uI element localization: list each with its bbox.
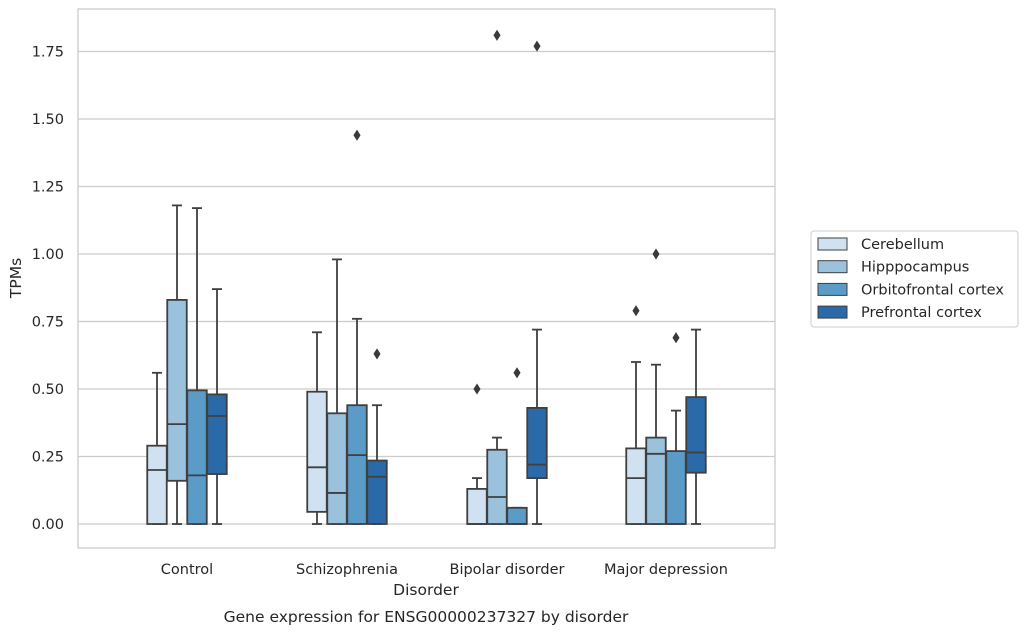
legend-frame bbox=[810, 230, 1019, 328]
box-2-3 bbox=[526, 40, 548, 525]
box-body bbox=[526, 406, 548, 479]
x-tick-label: Control bbox=[161, 562, 213, 578]
y-tick-label: 1.00 bbox=[32, 247, 64, 263]
box-3-1 bbox=[645, 248, 667, 525]
outlier-point bbox=[652, 248, 660, 260]
box-3-3 bbox=[685, 328, 707, 525]
box-3-0 bbox=[625, 305, 647, 525]
legend-label: Orbitofrontal cortex bbox=[861, 282, 1004, 298]
y-tick-label: 0.75 bbox=[32, 315, 64, 331]
box-body bbox=[206, 393, 228, 475]
legend-swatch bbox=[817, 305, 848, 319]
box-groups bbox=[146, 29, 707, 525]
box-1-1 bbox=[326, 258, 348, 525]
box-body bbox=[506, 506, 528, 525]
x-tick-label: Bipolar disorder bbox=[450, 562, 565, 578]
y-tick-label: 0.00 bbox=[32, 517, 64, 533]
box-3-2 bbox=[665, 332, 687, 525]
y-axis-title: TPMs bbox=[7, 258, 25, 299]
legend: Cerebellum Hipppocampus Orbitofrontal cort… bbox=[810, 230, 1019, 328]
box-body bbox=[625, 447, 647, 525]
x-tick-labels: Control Schizophrenia Bipolar disorder Majo… bbox=[161, 562, 728, 578]
legend-label: Cerebellum bbox=[861, 237, 944, 253]
legend-swatch bbox=[817, 260, 848, 274]
y-tick-label: 1.25 bbox=[32, 180, 64, 196]
box-0-0 bbox=[146, 371, 168, 525]
y-tick-label: 1.75 bbox=[32, 45, 64, 61]
box-0-2 bbox=[186, 207, 208, 525]
box-2-2 bbox=[506, 367, 528, 525]
box-body bbox=[306, 390, 328, 513]
box-body bbox=[366, 459, 388, 525]
y-tick-label: 0.50 bbox=[32, 382, 64, 398]
box-body bbox=[326, 412, 348, 525]
box-0-3 bbox=[206, 288, 228, 525]
box-body bbox=[486, 448, 508, 525]
box-body bbox=[645, 436, 667, 525]
outlier-point bbox=[493, 29, 501, 41]
figure-caption: Gene expression for ENSG00000237327 by d… bbox=[224, 608, 629, 626]
y-tick-labels: 0.00 0.25 0.50 0.75 1.00 1.25 1.50 1.75 bbox=[32, 45, 64, 534]
outlier-point bbox=[513, 367, 521, 379]
plot-frame bbox=[77, 8, 776, 549]
outlier-point bbox=[533, 40, 541, 52]
box-0-1 bbox=[166, 204, 188, 525]
box-1-2 bbox=[346, 129, 368, 525]
outlier-point bbox=[632, 305, 640, 317]
box-1-3 bbox=[366, 348, 388, 525]
box-1-0 bbox=[306, 331, 328, 525]
legend-swatch bbox=[817, 237, 848, 251]
box-body bbox=[346, 404, 368, 525]
x-tick-label: Major depression bbox=[604, 562, 728, 578]
outlier-point bbox=[373, 348, 381, 360]
box-2-0 bbox=[466, 383, 488, 525]
y-tick-label: 0.25 bbox=[32, 450, 64, 466]
box-body bbox=[166, 298, 188, 482]
box-body bbox=[146, 444, 168, 525]
box-body bbox=[685, 396, 707, 474]
outlier-point bbox=[672, 332, 680, 344]
x-axis-title: Disorder bbox=[393, 581, 459, 599]
outlier-point bbox=[353, 129, 361, 141]
legend-swatch bbox=[817, 282, 848, 296]
x-tick-label: Schizophrenia bbox=[296, 562, 398, 578]
box-body bbox=[466, 487, 488, 525]
box-body bbox=[665, 450, 687, 525]
legend-label: Prefrontal cortex bbox=[861, 305, 982, 321]
y-tick-label: 1.50 bbox=[32, 112, 64, 128]
outlier-point bbox=[473, 383, 481, 395]
box-2-1 bbox=[486, 29, 508, 525]
legend-label: Hipppocampus bbox=[861, 260, 969, 276]
box-body bbox=[186, 389, 208, 525]
